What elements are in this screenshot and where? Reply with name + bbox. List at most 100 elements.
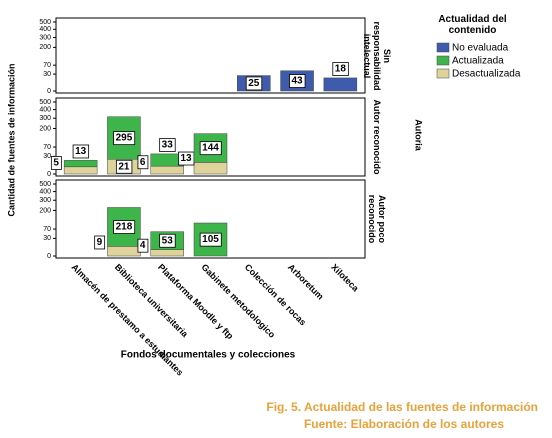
data-label: 33 bbox=[162, 140, 174, 151]
data-label: 13 bbox=[75, 146, 87, 157]
data-label: 4 bbox=[140, 240, 146, 251]
y-tick-label: 70 bbox=[43, 144, 51, 151]
y-tick-label: 70 bbox=[43, 226, 51, 233]
panel-label: Autor reconocido bbox=[372, 99, 382, 175]
y-tick-label: 300 bbox=[39, 34, 51, 41]
panel-frame bbox=[55, 17, 366, 94]
y-tick-label: 30 bbox=[43, 235, 51, 242]
x-tick-label: Xiloteca bbox=[329, 262, 361, 294]
bar-segment bbox=[193, 162, 228, 175]
panel-label: Autor poco reconocido bbox=[367, 194, 387, 244]
data-label-box bbox=[50, 156, 62, 170]
data-label-box bbox=[113, 131, 136, 146]
data-label-group: 218 bbox=[113, 220, 136, 234]
data-label-group: 18 bbox=[332, 62, 349, 76]
data-label-box bbox=[72, 144, 90, 159]
data-label: 105 bbox=[202, 234, 219, 245]
data-label: 5 bbox=[53, 157, 59, 168]
legend-label: No evaluada bbox=[452, 43, 509, 54]
legend-swatch bbox=[436, 68, 450, 79]
y-tick-label: 200 bbox=[39, 125, 51, 132]
data-label-group: 105 bbox=[199, 232, 222, 247]
bar-segment bbox=[150, 165, 184, 175]
data-label-group: 5 bbox=[50, 156, 62, 170]
x-tick-label: Biblioteca universitaria bbox=[113, 262, 191, 340]
bar-segment bbox=[63, 166, 98, 175]
data-label-group: 144 bbox=[199, 141, 222, 156]
data-label-group: 13 bbox=[72, 144, 90, 159]
y-tick-label: 500 bbox=[39, 19, 51, 26]
y-tick-label: 300 bbox=[39, 115, 51, 122]
data-label-group: 25 bbox=[245, 76, 263, 91]
data-label: 25 bbox=[248, 78, 260, 89]
data-label: 21 bbox=[118, 161, 130, 172]
y-tick-label: 300 bbox=[39, 197, 51, 204]
data-label-box bbox=[113, 220, 136, 234]
data-label-box bbox=[159, 233, 176, 248]
panel-label: Sin responsabilidad intelectual bbox=[362, 20, 392, 91]
data-label-box bbox=[159, 138, 176, 152]
y-tick-label: 200 bbox=[39, 44, 51, 51]
y-tick-label: 400 bbox=[39, 188, 51, 195]
data-label-box bbox=[289, 74, 306, 88]
data-label-group: 13 bbox=[178, 151, 195, 166]
data-label-group: 6 bbox=[137, 155, 149, 170]
data-label: 144 bbox=[202, 143, 219, 154]
data-label-box bbox=[137, 238, 149, 253]
data-label-box bbox=[94, 235, 106, 250]
y-tick-label: 500 bbox=[39, 99, 51, 106]
y-tick-label: 400 bbox=[39, 26, 51, 33]
data-label: 13 bbox=[180, 153, 192, 164]
bar-segment bbox=[63, 160, 98, 168]
data-label-box bbox=[199, 141, 222, 156]
bar-segment bbox=[150, 249, 184, 257]
data-label-group: 9 bbox=[94, 235, 106, 250]
data-label-group: 295 bbox=[113, 131, 136, 146]
y-tick-label: 70 bbox=[43, 62, 51, 69]
data-label: 53 bbox=[162, 235, 174, 246]
data-label-box bbox=[332, 62, 349, 76]
data-label: 18 bbox=[335, 64, 347, 75]
bar-segment bbox=[323, 77, 358, 92]
legend-swatch bbox=[436, 55, 450, 66]
data-label: 43 bbox=[292, 76, 304, 87]
y-tick-label: 0 bbox=[47, 88, 51, 95]
data-label-group: 43 bbox=[289, 74, 306, 88]
panel-frame bbox=[55, 179, 366, 259]
data-label-box bbox=[199, 232, 222, 247]
caption: Fuente: Elaboración de los autores bbox=[303, 417, 504, 431]
facet-label: Autoria bbox=[414, 119, 424, 151]
data-label-group: 53 bbox=[159, 233, 176, 248]
data-label-box bbox=[137, 155, 149, 170]
y-tick-label: 500 bbox=[39, 181, 51, 188]
y-tick-label: 30 bbox=[43, 71, 51, 78]
data-label: 295 bbox=[116, 133, 133, 144]
panel-frame bbox=[55, 97, 366, 177]
y-tick-label: 400 bbox=[39, 106, 51, 113]
data-label-group: 4 bbox=[137, 238, 149, 253]
y-tick-label: 0 bbox=[47, 253, 51, 260]
caption: Fig. 5. Actualidad de las fuentes de inf… bbox=[266, 400, 538, 414]
x-axis-label: Fondos documentales y colecciones bbox=[121, 350, 296, 361]
legend-title: Actualidad del contenido bbox=[438, 14, 507, 36]
data-label-group: 33 bbox=[159, 138, 176, 152]
legend-label: Actualizada bbox=[452, 56, 504, 67]
x-tick-label: Plataforma Moodle y ftp bbox=[156, 262, 236, 342]
data-label-box bbox=[245, 76, 263, 91]
data-label: 218 bbox=[116, 222, 133, 233]
data-label-group: 21 bbox=[115, 159, 133, 174]
y-tick-label: 200 bbox=[39, 207, 51, 214]
y-tick-label: 0 bbox=[47, 171, 51, 178]
x-tick-label: Arboretum bbox=[286, 262, 326, 302]
legend-label: Desactualizada bbox=[452, 69, 521, 80]
bar-segment bbox=[107, 246, 141, 257]
y-axis-label: Cantidad de fuentes de información bbox=[6, 63, 16, 216]
x-tick-label: Gabinete metodologico bbox=[199, 262, 277, 340]
y-tick-label: 30 bbox=[43, 153, 51, 160]
legend-swatch bbox=[436, 42, 450, 53]
data-label: 6 bbox=[140, 157, 146, 168]
data-label-box bbox=[115, 159, 133, 174]
data-label: 9 bbox=[97, 237, 103, 248]
